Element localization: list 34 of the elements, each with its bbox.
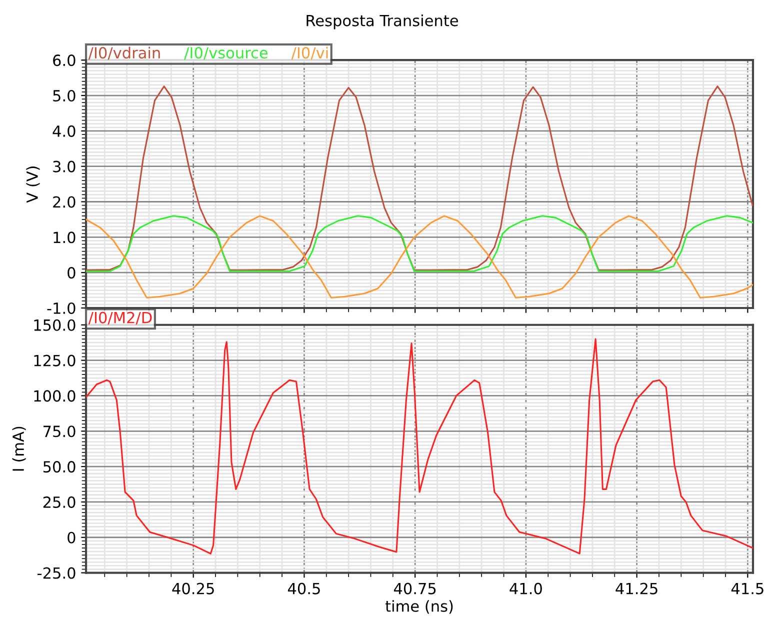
series-label: /I0/vdrain [88, 46, 160, 60]
y-tick-label: 3.0 [53, 160, 76, 172]
line-series [86, 215, 753, 298]
text: /I0/M2/D [88, 312, 152, 325]
y-tick-label: 5.0 [53, 90, 76, 102]
x-tick-label: 41.25 [616, 582, 658, 594]
x-tick-label: 40.25 [172, 582, 214, 594]
line-series [86, 338, 753, 554]
x-tick-label: 41.5 [731, 582, 764, 594]
y-tick-label: 4.0 [52, 125, 76, 137]
y-tick-label: 125.0 [34, 354, 76, 366]
line-series [86, 215, 753, 272]
x-tick-label: 40.75 [394, 582, 436, 594]
y-tick-label: 1.0 [54, 232, 76, 244]
chart-title: Resposta Transiente [306, 14, 458, 30]
y-tick-label: 6.0 [53, 54, 76, 66]
y-tick-label: 0 [68, 267, 76, 279]
y-tick-label: 0 [68, 532, 76, 544]
y-tick-label: -1.0 [47, 302, 76, 314]
text: /I0/vsource [184, 47, 268, 60]
y-axis-title: I (mA) [12, 426, 26, 471]
y-tick-label: 75.0 [44, 426, 76, 438]
x-tick-label: 41.0 [510, 582, 542, 594]
line-series [86, 86, 753, 271]
y-tick-label: -25.0 [38, 567, 76, 579]
y-tick-label: 150.0 [34, 319, 76, 331]
y-axis-title: V (V) [26, 166, 40, 203]
x-axis-title: time (ns) [385, 600, 453, 614]
text: /I0/vi [291, 46, 328, 60]
y-tick-label: 2.0 [53, 196, 76, 208]
y-tick-label: 25.0 [43, 496, 76, 508]
y-tick-label: 100.0 [34, 390, 76, 402]
y-tick-label: 50.0 [43, 461, 76, 473]
x-tick-label: 40.5 [288, 582, 320, 594]
